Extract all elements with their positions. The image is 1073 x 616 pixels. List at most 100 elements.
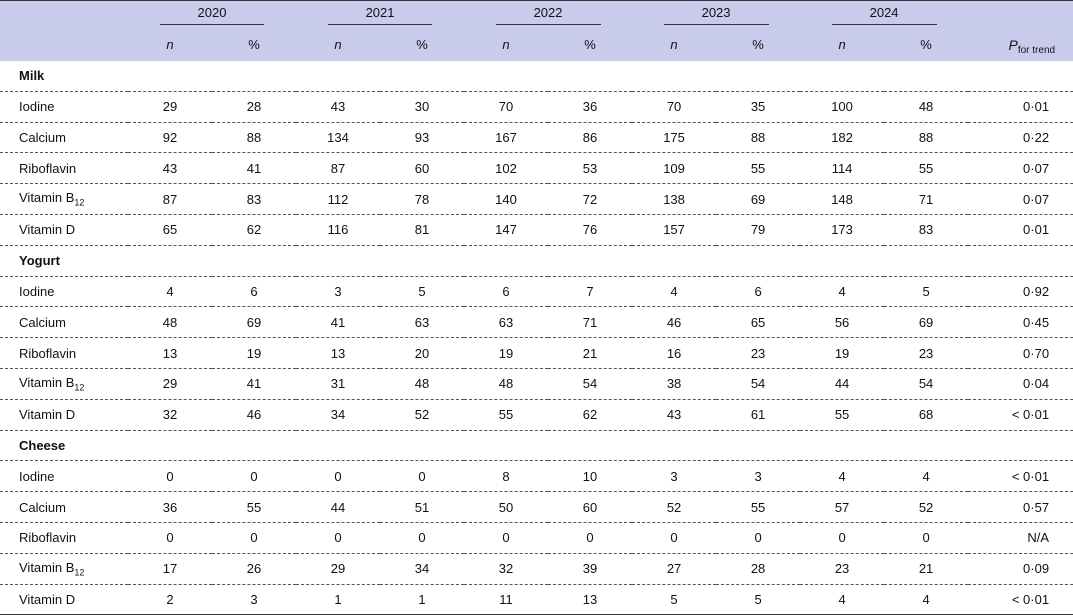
- count-cell: 36: [128, 491, 212, 523]
- nutrient-label: Vitamin B12: [0, 183, 128, 215]
- percent-cell: 0: [380, 460, 465, 493]
- percent-cell: 0: [884, 522, 969, 554]
- count-cell: 32: [464, 553, 549, 585]
- p-trend-cell: < 0·01: [968, 399, 1073, 431]
- percent-cell: 46: [212, 399, 297, 431]
- count-cell: 50: [464, 491, 549, 523]
- percent-cell: 0: [212, 522, 297, 554]
- p-trend-cell: 0·04: [968, 368, 1073, 400]
- count-cell: 52: [632, 491, 717, 523]
- nutrient-subscript: 12: [74, 197, 85, 208]
- percent-cell: 93: [380, 122, 465, 154]
- table-row: Riboflavin 0 0 0 0 0 0 0 0 0 0 N/A: [0, 522, 1073, 554]
- section-title: Milk: [0, 60, 1073, 92]
- table-row: Iodine 0 0 0 0 8 10 3 3 4 4 < 0·01: [0, 460, 1073, 493]
- count-cell: 102: [464, 152, 549, 185]
- count-cell: 46: [632, 306, 717, 339]
- percent-cell: 65: [716, 306, 801, 339]
- percent-cell: 3: [716, 460, 801, 493]
- percent-cell: 7: [548, 276, 633, 308]
- percent-cell: 6: [212, 276, 297, 308]
- count-cell: 63: [464, 306, 549, 339]
- percent-cell: 35: [716, 91, 801, 123]
- count-cell: 134: [296, 122, 381, 154]
- percent-cell: 6: [716, 276, 801, 308]
- percent-cell: 81: [380, 214, 465, 246]
- percent-cell: 41: [212, 368, 297, 400]
- table-row: Vitamin D 32 46 34 52 55 62 43 61 55 68 < 0·01: [0, 399, 1073, 431]
- percent-header: %: [212, 28, 297, 61]
- count-cell: 32: [128, 399, 212, 431]
- percent-cell: 88: [716, 122, 801, 154]
- count-cell: 17: [128, 553, 212, 585]
- p-trend-cell: 0·92: [968, 276, 1073, 308]
- count-cell: 16: [632, 337, 717, 369]
- section-row: Yogurt: [0, 245, 1073, 277]
- nutrient-name: Vitamin D: [19, 591, 76, 607]
- percent-cell: 55: [212, 491, 297, 523]
- percent-cell: 30: [380, 91, 465, 123]
- p-subscript: for trend: [1017, 44, 1056, 56]
- percent-cell: 21: [884, 553, 969, 585]
- count-cell: 138: [632, 183, 717, 215]
- nutrient-name: Riboflavin: [19, 160, 77, 176]
- p-trend-cell: 0·22: [968, 122, 1073, 154]
- nutrient-label: Vitamin B12: [0, 553, 128, 585]
- count-cell: 3: [632, 460, 717, 493]
- nutrient-label: Iodine: [0, 276, 128, 308]
- nutrient-label: Calcium: [0, 306, 128, 339]
- percent-cell: 5: [716, 584, 801, 616]
- percent-cell: 62: [212, 214, 297, 246]
- percent-cell: 23: [716, 337, 801, 369]
- nutrient-label: Riboflavin: [0, 152, 128, 185]
- percent-cell: 13: [548, 584, 633, 616]
- count-cell: 55: [464, 399, 549, 431]
- nutrient-name: Vitamin B: [19, 190, 75, 206]
- percent-cell: 36: [548, 91, 633, 123]
- percent-cell: 68: [884, 399, 969, 431]
- p-trend-cell: 0·01: [968, 91, 1073, 123]
- table-row: Calcium 92 88 134 93 167 86 175 88 182 88 0·22: [0, 122, 1073, 154]
- percent-cell: 20: [380, 337, 465, 369]
- count-cell: 48: [128, 306, 212, 339]
- count-cell: 43: [128, 152, 212, 185]
- percent-cell: 61: [716, 399, 801, 431]
- count-cell: 19: [800, 337, 885, 369]
- table-row: Riboflavin 43 41 87 60 102 53 109 55 114 55 0·07: [0, 152, 1073, 185]
- section-title: Cheese: [0, 430, 1073, 462]
- percent-cell: 51: [380, 491, 465, 523]
- count-cell: 13: [128, 337, 212, 369]
- percent-cell: 0: [380, 522, 465, 554]
- p-label: P: [1008, 36, 1018, 53]
- count-cell: 100: [800, 91, 885, 123]
- nutrient-subscript: 12: [74, 567, 85, 578]
- percent-cell: 72: [548, 183, 633, 215]
- percent-cell: 52: [380, 399, 465, 431]
- percent-cell: 76: [548, 214, 633, 246]
- percent-cell: 55: [884, 152, 969, 185]
- count-cell: 11: [464, 584, 549, 616]
- percent-cell: 28: [716, 553, 801, 585]
- year-label: 2022: [495, 5, 601, 25]
- count-cell: 34: [296, 399, 381, 431]
- percent-cell: 5: [380, 276, 465, 308]
- p-trend-cell: 0·07: [968, 183, 1073, 215]
- count-cell: 41: [296, 306, 381, 339]
- p-trend-cell: 0·57: [968, 491, 1073, 523]
- percent-cell: 48: [884, 91, 969, 123]
- percent-cell: 60: [380, 152, 465, 185]
- count-cell: 56: [800, 306, 885, 339]
- count-cell: 109: [632, 152, 717, 185]
- p-trend-cell: 0·01: [968, 214, 1073, 246]
- count-cell: 4: [800, 460, 885, 493]
- percent-cell: 34: [380, 553, 465, 585]
- percent-cell: 54: [884, 368, 969, 400]
- count-cell: 116: [296, 214, 381, 246]
- count-cell: 6: [464, 276, 549, 308]
- nutrient-name: Vitamin B: [19, 559, 75, 575]
- n-header: n: [800, 28, 885, 61]
- count-cell: 19: [464, 337, 549, 369]
- count-cell: 148: [800, 183, 885, 215]
- year-header: 2020: [128, 0, 297, 29]
